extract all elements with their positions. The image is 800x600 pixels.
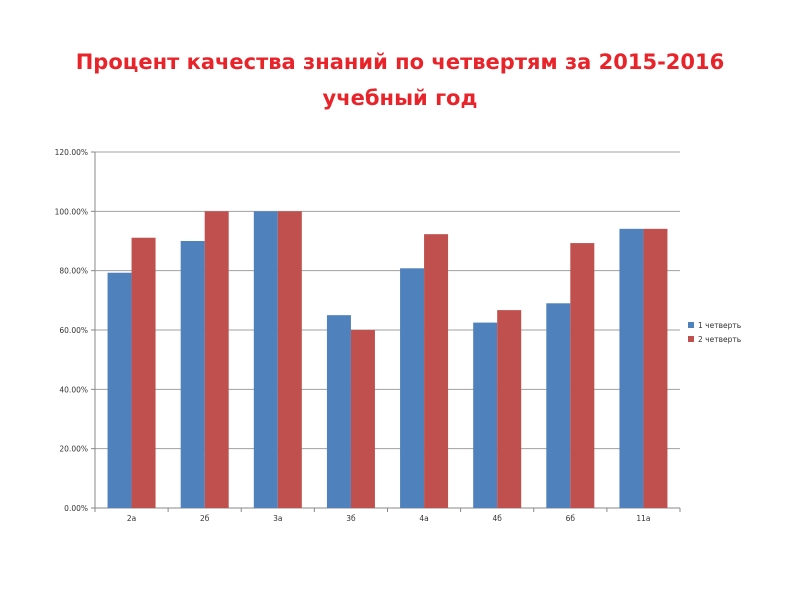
bar-series-1-3б — [326, 315, 351, 508]
bar-series-1-3а — [253, 211, 278, 509]
x-tick-label: 3б — [346, 514, 356, 523]
x-tick-label: 2а — [127, 514, 136, 523]
title-line-1: Процент качества знаний по четвертям за … — [75, 50, 725, 74]
x-tick-label: 6б — [566, 514, 576, 523]
x-tick-label: 2б — [200, 514, 210, 523]
bar-series-2-3а — [277, 211, 302, 509]
y-tick-label: 60.00% — [59, 326, 88, 335]
bar-series-1-6б — [546, 303, 571, 508]
legend-label-1: 1 четверть — [698, 321, 741, 330]
bar-series-2-2б — [204, 211, 229, 509]
bar-series-1-2а — [107, 272, 132, 508]
x-tick-label: 4а — [419, 514, 428, 523]
bar-series-1-2б — [180, 241, 205, 508]
y-tick-label: 40.00% — [59, 385, 88, 394]
y-tick-label: 0.00% — [64, 504, 88, 513]
x-tick-label: 11а — [636, 514, 650, 523]
bar-series-2-6б — [570, 243, 595, 508]
bar-series-1-4а — [400, 268, 425, 508]
bar-series-1-11а — [619, 228, 644, 508]
title-line-2: учебный год — [322, 86, 478, 110]
y-tick-label: 100.00% — [55, 207, 88, 216]
x-tick-label: 4б — [492, 514, 502, 523]
bar-series-2-4б — [497, 310, 522, 508]
bar-series-2-2а — [131, 237, 156, 508]
y-tick-label: 120.00% — [55, 148, 88, 157]
y-tick-label: 80.00% — [59, 267, 88, 276]
x-tick-label: 3а — [273, 514, 282, 523]
bar-series-1-4б — [473, 322, 498, 508]
page-title: Процент качества знаний по четвертям за … — [0, 44, 800, 116]
legend-label-2: 2 четверть — [698, 335, 741, 344]
legend-swatch-2 — [688, 336, 694, 342]
bar-series-2-3б — [350, 330, 375, 508]
bar-series-2-11а — [643, 228, 668, 508]
bar-series-2-4а — [424, 234, 449, 508]
y-tick-label: 20.00% — [59, 445, 88, 454]
legend-swatch-1 — [688, 322, 694, 328]
